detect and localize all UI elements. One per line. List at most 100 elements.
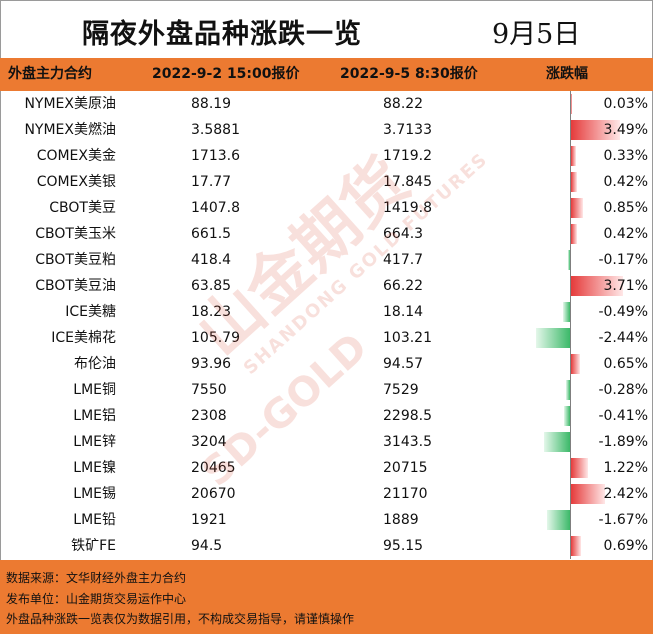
change-bar <box>566 380 570 400</box>
price-2: 88.22 <box>383 96 424 112</box>
contract-name: LME镍 <box>73 460 116 476</box>
price-2: 18.14 <box>383 304 424 320</box>
price-2: 7529 <box>383 382 419 398</box>
price-1: 1407.8 <box>191 200 240 216</box>
price-1: 20670 <box>191 486 236 502</box>
price-2: 664.3 <box>383 226 424 242</box>
change-value: -0.49% <box>598 304 648 320</box>
change-bar <box>535 328 570 348</box>
change-axis-line <box>570 91 571 559</box>
price-1: 418.4 <box>191 252 232 268</box>
contract-name: NYMEX美原油 <box>24 96 116 112</box>
footer: 数据来源：文华财经外盘主力合约 发布单位：山金期货交易运作中心 外盘品种涨跌一览… <box>0 560 653 634</box>
price-2: 95.15 <box>383 538 424 554</box>
price-2: 21170 <box>383 486 428 502</box>
price-1: 661.5 <box>191 226 232 242</box>
price-2: 20715 <box>383 460 428 476</box>
table-row: 铁矿FE 94.5 95.15 0.69% <box>0 533 653 559</box>
price-1: 94.5 <box>191 538 223 554</box>
table-row: 布伦油 93.96 94.57 0.65% <box>0 351 653 377</box>
change-value: -2.44% <box>598 330 648 346</box>
change-bar <box>571 172 577 192</box>
table-row: LME铅 1921 1889 -1.67% <box>0 507 653 533</box>
header-change: 涨跌幅 <box>546 66 588 82</box>
table-row: CBOT美豆 1407.8 1419.8 0.85% <box>0 195 653 221</box>
contract-name: CBOT美豆 <box>49 200 116 216</box>
price-1: 3204 <box>191 434 227 450</box>
change-bar <box>571 224 577 244</box>
change-bar <box>571 458 589 478</box>
change-value: 0.33% <box>603 148 648 164</box>
change-bar <box>563 302 570 322</box>
price-1: 3.5881 <box>191 122 240 138</box>
price-2: 103.21 <box>383 330 432 346</box>
change-bar <box>571 536 581 556</box>
change-value: -0.28% <box>598 382 648 398</box>
footer-publisher: 发布单位：山金期货交易运作中心 <box>6 592 187 606</box>
contract-name: ICE美糖 <box>65 304 116 320</box>
contract-name: LME锡 <box>73 486 116 502</box>
report-date: 9月5日 <box>492 19 581 50</box>
price-2: 17.845 <box>383 174 432 190</box>
price-1: 63.85 <box>191 278 232 294</box>
price-1: 7550 <box>191 382 227 398</box>
price-2: 1889 <box>383 512 419 528</box>
contract-name: CBOT美玉米 <box>35 226 116 242</box>
change-bar <box>567 250 570 270</box>
change-bar <box>571 120 620 140</box>
table-row: CBOT美豆粕 418.4 417.7 -0.17% <box>0 247 653 273</box>
price-2: 1419.8 <box>383 200 432 216</box>
contract-name: COMEX美金 <box>36 148 116 164</box>
contract-name: LME锌 <box>73 434 116 450</box>
price-1: 2308 <box>191 408 227 424</box>
price-1: 18.23 <box>191 304 232 320</box>
header-price-2: 2022-9-5 8:30报价 <box>340 66 478 82</box>
table-row: LME锡 20670 21170 2.42% <box>0 481 653 507</box>
change-bar <box>546 510 570 530</box>
table-row: LME铜 7550 7529 -0.28% <box>0 377 653 403</box>
contract-name: 铁矿FE <box>71 538 116 554</box>
table-row: CBOT美豆油 63.85 66.22 3.71% <box>0 273 653 299</box>
contract-name: ICE美棉花 <box>51 330 116 346</box>
change-bar <box>543 432 570 452</box>
contract-name: 布伦油 <box>74 356 116 372</box>
table-row: LME锌 3204 3143.5 -1.89% <box>0 429 653 455</box>
price-2: 3.7133 <box>383 122 432 138</box>
price-1: 20465 <box>191 460 236 476</box>
price-2: 1719.2 <box>383 148 432 164</box>
price-1: 1921 <box>191 512 227 528</box>
header-price-1: 2022-9-2 15:00报价 <box>152 66 300 82</box>
table-row: LME镍 20465 20715 1.22% <box>0 455 653 481</box>
change-value: 2.42% <box>603 486 648 502</box>
price-1: 105.79 <box>191 330 240 346</box>
contract-name: NYMEX美燃油 <box>24 122 116 138</box>
page-title: 隔夜外盘品种涨跌一览 <box>82 19 362 50</box>
price-2: 3143.5 <box>383 434 432 450</box>
change-value: 0.65% <box>603 356 648 372</box>
table-row: COMEX美金 1713.6 1719.2 0.33% <box>0 143 653 169</box>
header-contract: 外盘主力合约 <box>8 66 92 82</box>
price-2: 94.57 <box>383 356 424 372</box>
table-body: NYMEX美原油 88.19 88.22 0.03% NYMEX美燃油 3.5881 3.7… <box>0 91 653 559</box>
change-bar <box>571 146 576 166</box>
price-2: 2298.5 <box>383 408 432 424</box>
change-value: 0.42% <box>603 174 648 190</box>
table-row: NYMEX美原油 88.19 88.22 0.03% <box>0 91 653 117</box>
change-bar <box>571 276 623 296</box>
price-1: 93.96 <box>191 356 232 372</box>
change-value: 0.42% <box>603 226 648 242</box>
table-row: ICE美棉花 105.79 103.21 -2.44% <box>0 325 653 351</box>
table-row: CBOT美玉米 661.5 664.3 0.42% <box>0 221 653 247</box>
change-value: -1.67% <box>598 512 648 528</box>
change-value: -1.89% <box>598 434 648 450</box>
change-value: 3.49% <box>603 122 648 138</box>
price-1: 17.77 <box>191 174 232 190</box>
title-row: 隔夜外盘品种涨跌一览 9月5日 <box>0 0 653 58</box>
table-row: LME铝 2308 2298.5 -0.41% <box>0 403 653 429</box>
change-value: -0.17% <box>598 252 648 268</box>
change-value: 0.03% <box>603 96 648 112</box>
footer-disclaimer: 外盘品种涨跌一览表仅为数据引用，不构成交易指导，请谨慎操作 <box>6 612 355 626</box>
price-2: 66.22 <box>383 278 424 294</box>
change-value: 1.22% <box>603 460 648 476</box>
table-row: COMEX美银 17.77 17.845 0.42% <box>0 169 653 195</box>
